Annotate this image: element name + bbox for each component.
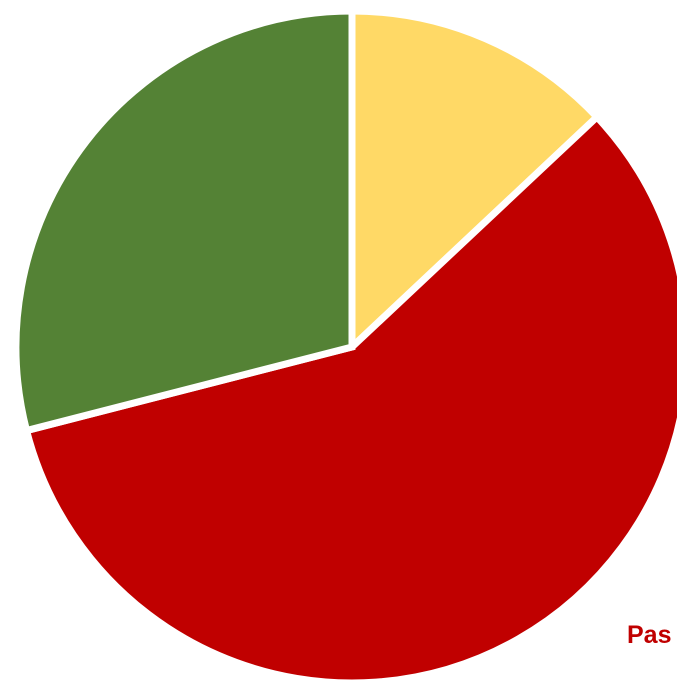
pie-slices — [12, 7, 677, 687]
pie-slice-1 — [348, 7, 602, 356]
pie-slice-2 — [22, 112, 677, 687]
pie-slice-3 — [12, 7, 356, 435]
pie-labels: Pas — [627, 621, 671, 649]
pie-slice-2-label: Pas — [627, 621, 671, 649]
